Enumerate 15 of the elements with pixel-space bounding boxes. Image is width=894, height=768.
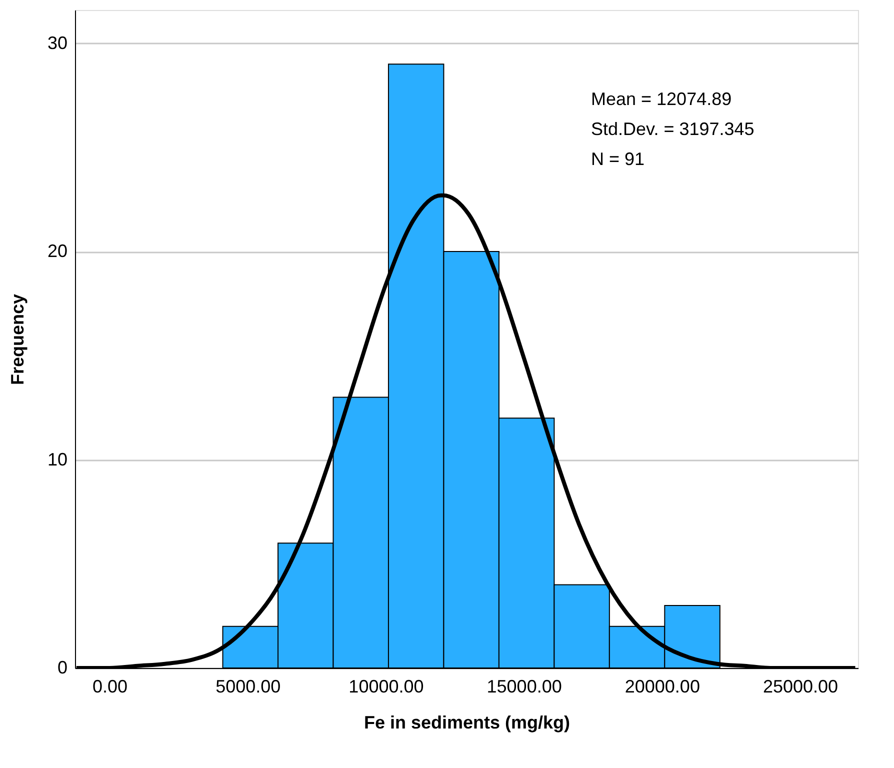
annotation: Std.Dev. = 3197.345 xyxy=(591,119,754,139)
y-tick-label: 0 xyxy=(57,658,68,678)
x-tick-label: 0.00 xyxy=(92,676,128,696)
annotation: N = 91 xyxy=(591,149,645,169)
x-tick-label: 25000.00 xyxy=(762,676,838,696)
x-tick-label: 5000.00 xyxy=(216,676,281,696)
x-tick-label: 10000.00 xyxy=(348,676,424,696)
y-tick-label: 10 xyxy=(47,449,68,470)
y-tick-label: 20 xyxy=(47,241,68,262)
x-tick-label: 15000.00 xyxy=(486,676,562,696)
x-tick-label: 20000.00 xyxy=(624,676,700,696)
annotation: Mean = 12074.89 xyxy=(591,89,732,109)
x-axis-title: Fe in sediments (mg/kg) xyxy=(364,712,570,732)
y-axis-title: Frequency xyxy=(7,294,28,386)
y-tick-label: 30 xyxy=(47,32,68,53)
